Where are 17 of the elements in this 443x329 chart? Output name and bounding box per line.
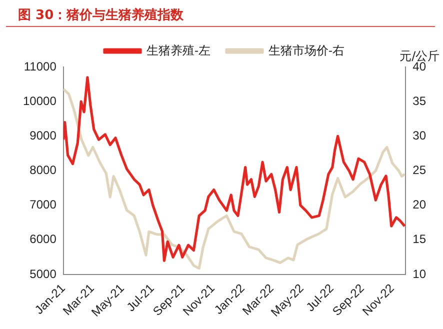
y-tick-label: 9000 [30,128,57,142]
legend-label: 生猪市场价-右 [268,43,344,58]
y2-tick-label: 15 [412,232,426,246]
y-tick-label: 6000 [30,232,57,246]
y-tick-label: 11000 [24,59,57,74]
y-tick-label: 7000 [30,198,57,212]
chart-title: 图 30：猪价与生猪养殖指数 [6,0,435,27]
y2-tick-label: 20 [412,198,426,212]
legend-label: 生猪养殖-左 [146,43,211,58]
y2-tick-label: 30 [412,128,426,142]
y-tick-label: 8000 [30,163,57,178]
y2-tick-label: 10 [412,266,426,281]
y2-tick-label: 25 [412,163,426,178]
y2-axis-title: 元/公斤 [400,49,440,64]
y-tick-label: 5000 [30,266,57,281]
y2-tick-label: 35 [412,94,426,108]
y-tick-label: 10000 [22,94,57,108]
